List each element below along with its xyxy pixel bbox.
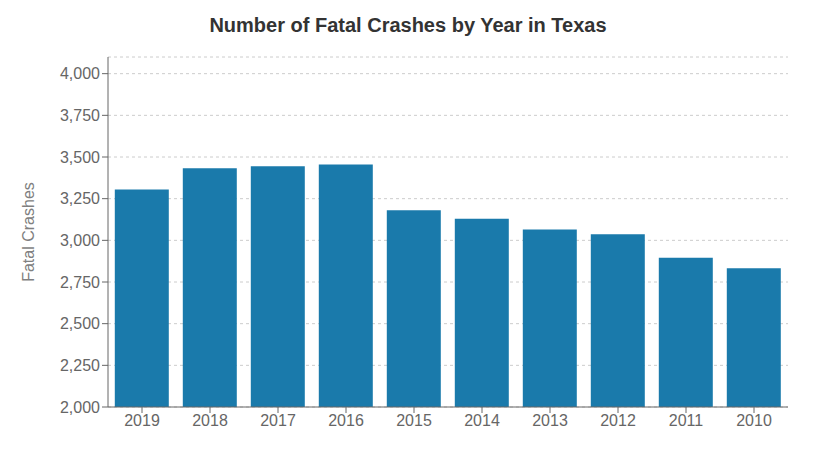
svg-text:3,000: 3,000 [60,232,100,249]
svg-text:2,750: 2,750 [60,274,100,291]
svg-text:3,750: 3,750 [60,107,100,124]
svg-text:Fatal Crashes: Fatal Crashes [20,182,37,282]
svg-text:3,500: 3,500 [60,149,100,166]
svg-text:2014: 2014 [464,412,500,429]
svg-text:2,500: 2,500 [60,315,100,332]
svg-text:2011: 2011 [669,412,704,429]
svg-text:2017: 2017 [260,412,296,429]
svg-text:2010: 2010 [736,412,772,429]
svg-text:2018: 2018 [192,412,228,429]
html-text:Number of Fatal Crashes by Yea: Number of Fatal Crashes by Year in Texas [209,14,607,36]
svg-text:2015: 2015 [396,412,432,429]
svg-text:2019: 2019 [124,412,160,429]
svg-text:2012: 2012 [600,412,636,429]
svg-text:2016: 2016 [328,412,364,429]
svg-text:2,000: 2,000 [60,399,100,416]
svg-text:4,000: 4,000 [60,65,100,82]
svg-text:2,250: 2,250 [60,357,100,374]
svg-text:3,250: 3,250 [60,190,100,207]
svg-text:2013: 2013 [532,412,568,429]
